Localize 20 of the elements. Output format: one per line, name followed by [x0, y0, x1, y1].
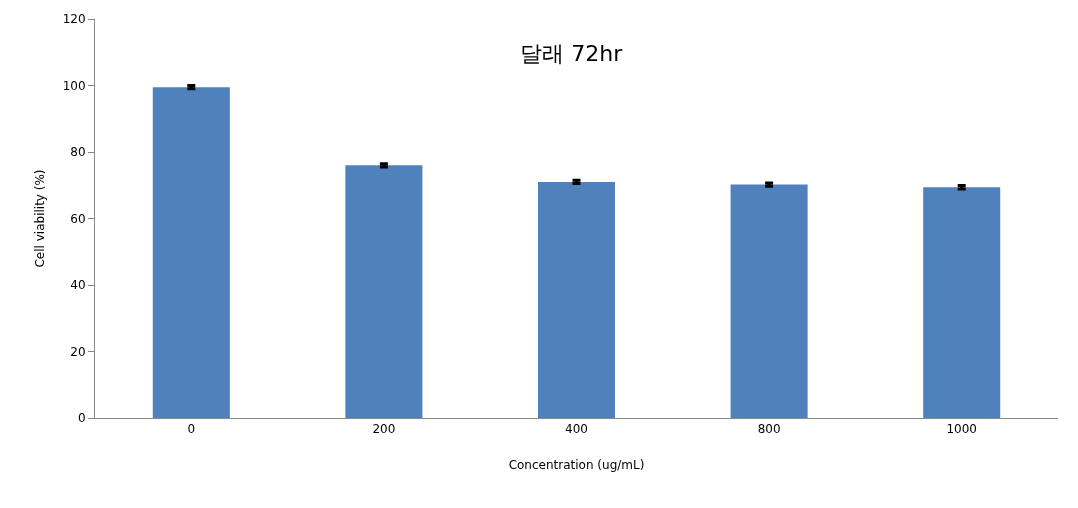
- bar: [152, 87, 230, 418]
- y-axis-title: Cell viability (%): [32, 169, 47, 268]
- y-tick-label: 40: [70, 278, 86, 293]
- x-tick-label: 800: [757, 422, 781, 437]
- y-tick-label: 80: [70, 145, 86, 160]
- bar: [923, 187, 1001, 418]
- x-tick-label: 400: [565, 422, 588, 437]
- y-tick-label: 120: [62, 12, 86, 27]
- x-tick-label: 1000: [946, 422, 977, 437]
- y-tick-label: 100: [62, 78, 86, 93]
- y-tick-label: 60: [70, 211, 86, 226]
- bar: [730, 184, 808, 418]
- x-axis-title: Concentration (ug/mL): [508, 458, 645, 473]
- y-tick-label: 0: [77, 411, 86, 426]
- bar: [537, 181, 616, 418]
- y-tick-label: 20: [70, 344, 86, 359]
- bar: [345, 165, 423, 418]
- x-tick-label: 0: [187, 422, 196, 437]
- x-tick-label: 200: [372, 422, 396, 437]
- text: 달래 72hr: [520, 41, 624, 67]
